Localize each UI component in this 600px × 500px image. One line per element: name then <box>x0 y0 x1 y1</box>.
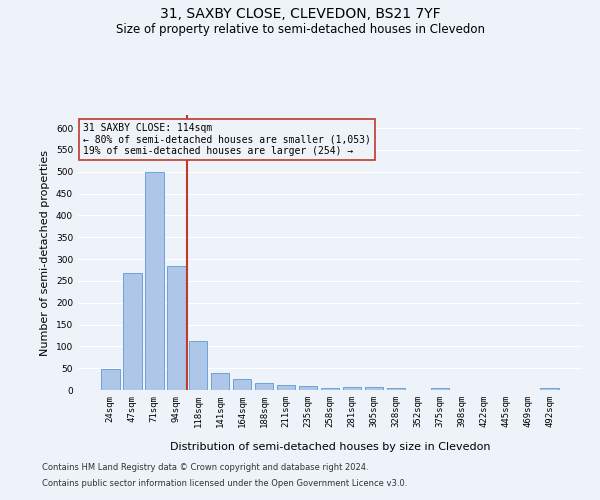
Bar <box>431 388 449 390</box>
Bar <box>277 385 295 390</box>
Bar <box>101 369 119 390</box>
Text: Size of property relative to semi-detached houses in Clevedon: Size of property relative to semi-detach… <box>115 22 485 36</box>
Bar <box>167 266 185 390</box>
Bar <box>123 274 142 390</box>
Bar <box>320 388 340 390</box>
Y-axis label: Number of semi-detached properties: Number of semi-detached properties <box>40 150 50 356</box>
Bar <box>145 172 164 390</box>
Bar <box>343 386 361 390</box>
Text: Contains HM Land Registry data © Crown copyright and database right 2024.: Contains HM Land Registry data © Crown c… <box>42 464 368 472</box>
Text: 31 SAXBY CLOSE: 114sqm
← 80% of semi-detached houses are smaller (1,053)
19% of : 31 SAXBY CLOSE: 114sqm ← 80% of semi-det… <box>83 123 371 156</box>
Bar <box>541 388 559 390</box>
Bar <box>189 340 208 390</box>
Bar <box>386 388 405 390</box>
Text: Contains public sector information licensed under the Open Government Licence v3: Contains public sector information licen… <box>42 478 407 488</box>
Bar <box>211 372 229 390</box>
Bar <box>255 384 274 390</box>
Bar <box>299 386 317 390</box>
Text: 31, SAXBY CLOSE, CLEVEDON, BS21 7YF: 31, SAXBY CLOSE, CLEVEDON, BS21 7YF <box>160 8 440 22</box>
Bar <box>365 386 383 390</box>
Text: Distribution of semi-detached houses by size in Clevedon: Distribution of semi-detached houses by … <box>170 442 490 452</box>
Bar <box>233 378 251 390</box>
